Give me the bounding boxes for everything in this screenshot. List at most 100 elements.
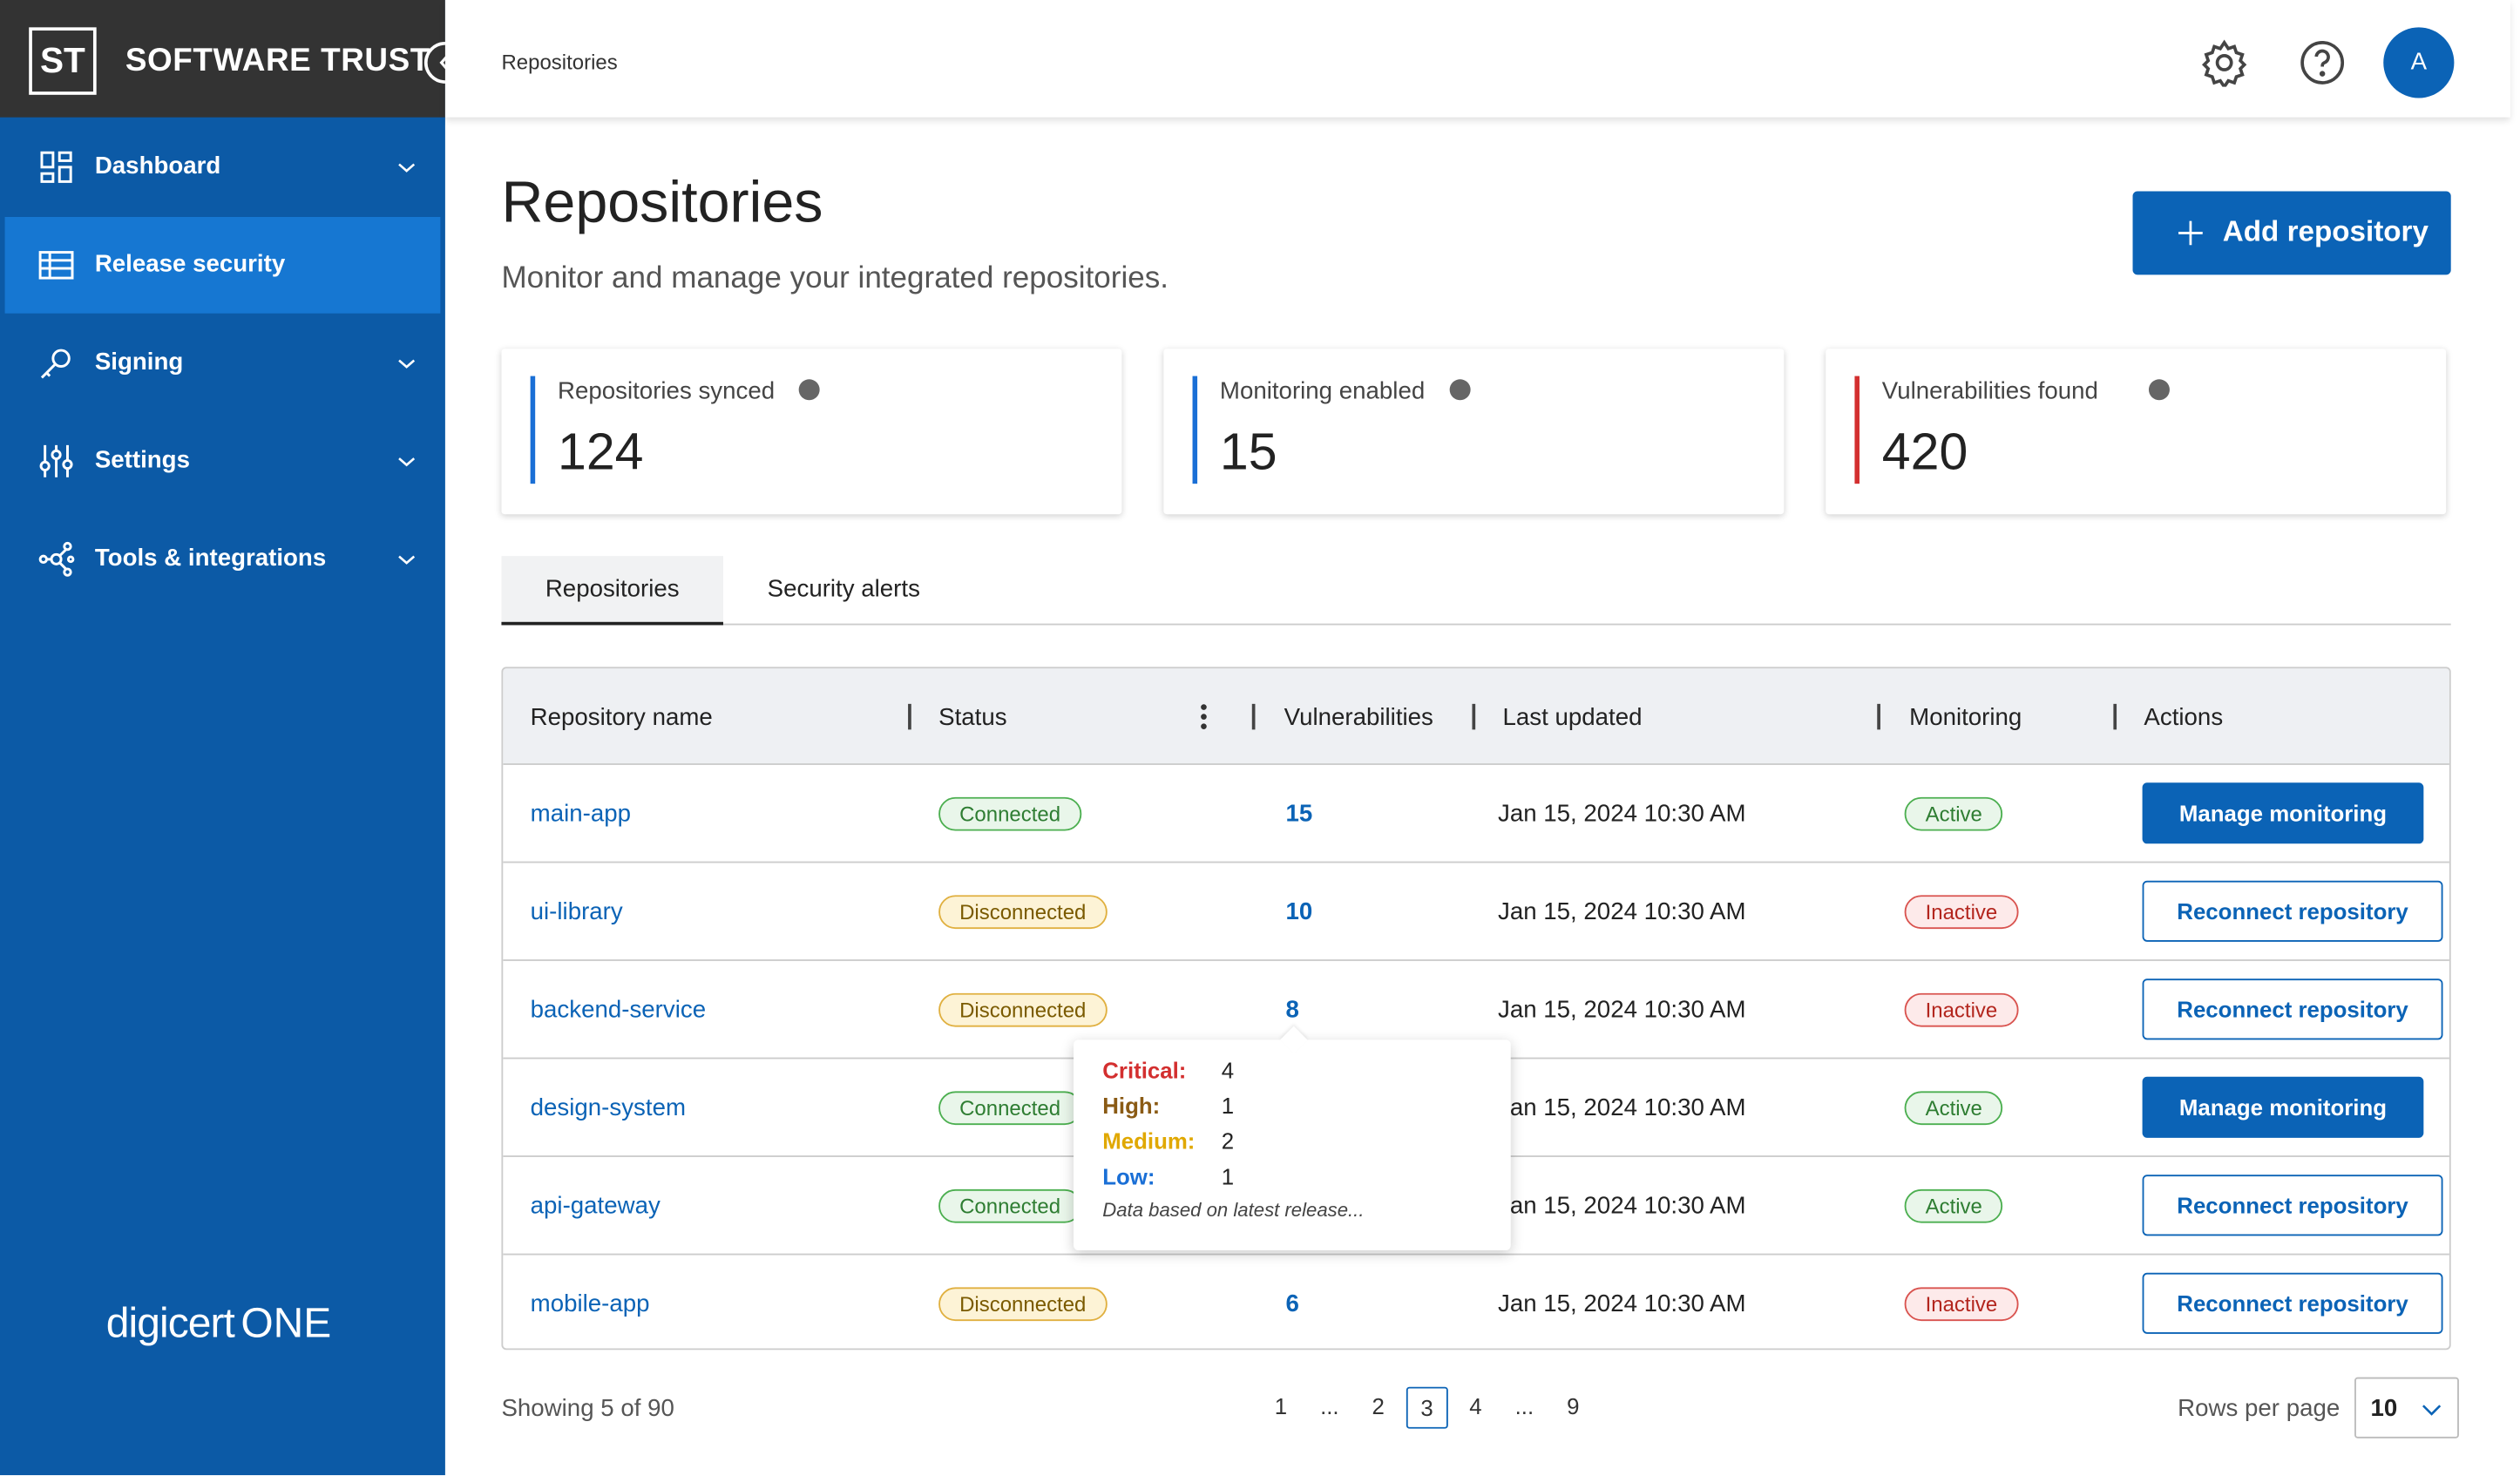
icon-graphic [2201, 39, 2247, 90]
column-header: Last updated [1502, 703, 1643, 732]
icon-graphic [38, 251, 74, 280]
column-separator [2113, 703, 2117, 730]
tabs-divider [501, 623, 2451, 626]
plus-icon [2176, 219, 2205, 247]
column-menu[interactable] [1188, 702, 1220, 731]
nav-item[interactable]: Dashboard [5, 118, 441, 215]
tab[interactable]: Repositories [501, 556, 723, 626]
severity-label: High: [1102, 1093, 1161, 1119]
row-action[interactable]: Manage monitoring [2142, 782, 2424, 844]
nav-chevron [396, 548, 418, 571]
page-title: Repositories [501, 168, 823, 235]
tab-label: Repositories [545, 575, 680, 603]
monitoring-pill: Active [1904, 796, 2003, 831]
repository-link[interactable]: main-app [530, 800, 632, 828]
nav-icon [36, 442, 78, 480]
nav-icon [36, 344, 78, 383]
stat-card: Vulnerabilities found 420 [1826, 349, 2447, 515]
column-header: Vulnerabilities [1284, 703, 1433, 732]
nav-icon [36, 540, 78, 579]
page-button[interactable]: 3 [1406, 1386, 1448, 1429]
vulnerability-count[interactable]: 6 [1285, 1290, 1299, 1318]
nav-item[interactable]: Signing [5, 315, 441, 412]
pagination-summary: Showing 5 of 90 [501, 1394, 674, 1423]
settings-icon[interactable] [2200, 38, 2248, 90]
page-button[interactable]: ... [1320, 1393, 1339, 1419]
repository-link[interactable]: design-system [530, 1094, 687, 1122]
row-action[interactable]: Reconnect repository [2142, 1272, 2443, 1334]
select-value: 10 [2370, 1394, 2398, 1423]
icon-graphic [40, 151, 72, 183]
help-badge [1449, 379, 1471, 401]
repository-link[interactable]: api-gateway [530, 1192, 660, 1220]
add-repository-button[interactable]: Add repository [2132, 191, 2451, 275]
nav-item[interactable]: Settings [5, 413, 441, 510]
icon-graphic [1201, 704, 1207, 729]
table-row: api-gateway Connected Jan 15, 2024 10:30 A… [503, 1157, 2449, 1256]
page-button[interactable]: 9 [1567, 1393, 1580, 1419]
vulnerability-count[interactable]: 10 [1285, 898, 1313, 926]
footer-logo-suffix: ONE [240, 1298, 332, 1347]
rows-per-page-select[interactable]: 10 [2354, 1377, 2459, 1439]
row-action[interactable]: Reconnect repository [2142, 880, 2443, 942]
repository-link[interactable]: mobile-app [530, 1290, 650, 1318]
vulnerability-count[interactable]: 8 [1285, 996, 1299, 1024]
status-pill: Connected [938, 1188, 1082, 1223]
status-pill: Disconnected [938, 992, 1108, 1027]
page-button[interactable]: ... [1514, 1393, 1534, 1419]
icon-graphic [39, 444, 73, 477]
nav-item[interactable]: Release security [4, 216, 441, 314]
nav-icon [36, 148, 78, 186]
tab-label: Security alerts [767, 575, 920, 603]
brand-bar [0, 0, 445, 118]
breadcrumb: Repositories [501, 50, 618, 74]
nav-chevron [396, 156, 418, 179]
last-updated: Jan 15, 2024 10:30 AM [1497, 996, 1746, 1024]
table-row: main-app Connected 15 Jan 15, 2024 10:30 AM… [503, 765, 2449, 863]
severity-label: Critical: [1102, 1057, 1187, 1084]
table-row: ui-library Disconnected 10 Jan 15, 2024 10:… [503, 863, 2449, 961]
stat-value: 15 [1219, 423, 1277, 481]
nav-label: Tools & integrations [94, 545, 327, 572]
tab[interactable]: Security alerts [723, 556, 965, 625]
row-action[interactable]: Manage monitoring [2142, 1076, 2424, 1138]
nav-item[interactable]: Tools & integrations [5, 511, 441, 608]
monitoring-pill: Active [1904, 1091, 2003, 1126]
column-header: Status [938, 703, 1007, 732]
stat-label: Repositories synced [558, 377, 776, 405]
stat-accent [1192, 376, 1198, 484]
vulnerability-count[interactable]: 15 [1285, 800, 1313, 828]
nav-label: Dashboard [94, 152, 221, 180]
icon-graphic [2300, 41, 2345, 85]
repository-link[interactable]: ui-library [530, 898, 623, 926]
page-button[interactable]: 1 [1274, 1393, 1288, 1419]
column-separator [1877, 703, 1880, 730]
stat-label: Vulnerabilities found [1881, 377, 2098, 405]
row-action[interactable]: Reconnect repository [2142, 978, 2443, 1040]
icon-graphic [2178, 220, 2203, 246]
rows-per-page-label: Rows per page [2178, 1394, 2340, 1423]
row-action[interactable]: Reconnect repository [2142, 1175, 2443, 1236]
column-separator [1251, 703, 1256, 730]
icon-graphic [398, 457, 416, 467]
brand-name: SOFTWARE TRUST [125, 43, 430, 79]
page-button[interactable]: 4 [1469, 1393, 1482, 1419]
avatar[interactable]: A [2383, 27, 2455, 98]
severity-count: 4 [1221, 1057, 1235, 1084]
table-header [503, 668, 2449, 765]
help-icon[interactable] [2298, 38, 2346, 86]
column-separator [1472, 703, 1476, 730]
stat-value: 420 [1881, 423, 1968, 481]
table-row: backend-service Disconnected 8 Jan 15, 2024… [503, 961, 2449, 1060]
stat-accent [530, 376, 536, 484]
stat-card: Repositories synced 124 [501, 349, 1122, 515]
repository-link[interactable]: backend-service [530, 996, 707, 1024]
severity-count: 1 [1221, 1163, 1235, 1189]
tooltip-note: Data based on latest release... [1102, 1198, 1365, 1222]
status-pill: Disconnected [938, 895, 1108, 930]
page-button[interactable]: 2 [1372, 1393, 1385, 1419]
last-updated: Jan 15, 2024 10:30 AM [1497, 800, 1746, 828]
stat-label: Monitoring enabled [1219, 377, 1426, 405]
stat-value: 124 [558, 423, 644, 481]
last-updated: Jan 15, 2024 10:30 AM [1497, 1290, 1746, 1318]
